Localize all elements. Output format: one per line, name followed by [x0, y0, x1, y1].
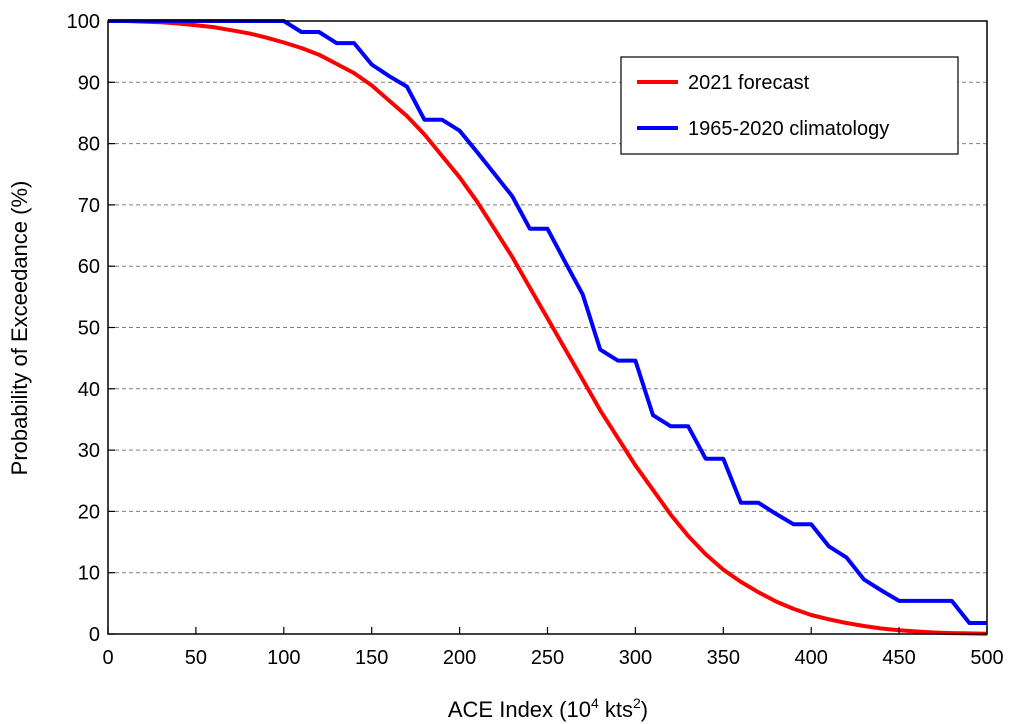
legend: 2021 forecast 1965-2020 climatology — [620, 56, 959, 155]
legend-label-climatology: 1965-2020 climatology — [688, 118, 889, 140]
y-tick-label: 30 — [78, 440, 100, 462]
y-tick-label: 70 — [78, 195, 100, 217]
axis-ticks: 0 10 20 30 40 50 60 70 80 90 100 0 50 100 150 200 250 300… — [67, 11, 1004, 669]
y-axis-title: Probability of Exceedance (%) — [7, 181, 32, 476]
series-lines — [108, 19, 988, 636]
x-tick-label: 200 — [443, 647, 476, 669]
x-tick-label: 350 — [707, 647, 740, 669]
y-tick-label: 60 — [78, 256, 100, 278]
x-tick-label: 300 — [619, 647, 652, 669]
x-tick-label: 250 — [531, 647, 564, 669]
series-line-forecast — [108, 19, 988, 636]
x-tick-label: 0 — [102, 647, 113, 669]
x-tick-label: 450 — [882, 647, 915, 669]
legend-label-forecast: 2021 forecast — [688, 72, 810, 94]
x-tick-label: 50 — [185, 647, 207, 669]
y-tick-label: 40 — [78, 379, 100, 401]
x-axis-title: ACE Index (104 kts2) — [448, 695, 648, 722]
y-tick-label: 20 — [78, 501, 100, 523]
y-tick-label: 10 — [78, 563, 100, 585]
y-tick-label: 100 — [67, 11, 100, 33]
legend-box — [620, 56, 959, 155]
grid-lines — [108, 81, 987, 574]
x-tick-label: 500 — [970, 647, 1003, 669]
x-tick-label: 150 — [355, 647, 388, 669]
x-tick-label: 100 — [267, 647, 300, 669]
series-line-climatology — [108, 19, 987, 625]
y-tick-label: 80 — [78, 134, 100, 156]
y-tick-label: 90 — [78, 72, 100, 94]
y-tick-label: 0 — [89, 624, 100, 646]
y-tick-label: 50 — [78, 318, 100, 340]
x-tick-label: 400 — [795, 647, 828, 669]
